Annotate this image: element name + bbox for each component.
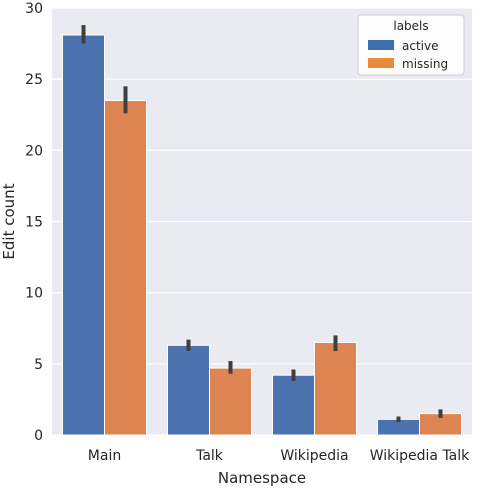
bar-missing-talk xyxy=(209,367,252,436)
bar-missing-main xyxy=(104,100,147,436)
x-axis-ticks: Main Talk Wikipedia Wikipedia Talk xyxy=(88,448,470,464)
legend: labels active missing xyxy=(357,14,465,76)
x-tick-label: Main xyxy=(88,448,121,464)
y-tick-label: 0 xyxy=(34,428,43,444)
y-axis-ticks: 0 5 10 15 20 25 30 xyxy=(25,1,43,444)
legend-label-missing: missing xyxy=(402,57,448,71)
y-axis-label: Edit count xyxy=(0,183,18,259)
x-axis-label: Namespace xyxy=(218,469,306,487)
x-tick-label: Talk xyxy=(195,448,224,464)
legend-swatch-active xyxy=(368,40,394,50)
y-tick-label: 15 xyxy=(25,215,43,231)
bar-active-wikipedia xyxy=(272,374,315,436)
y-tick-label: 20 xyxy=(25,143,43,159)
legend-swatch-missing xyxy=(368,58,394,68)
bar-active-talk xyxy=(167,344,210,436)
bar-missing-wikipedia xyxy=(314,341,357,436)
y-tick-label: 5 xyxy=(34,357,43,373)
legend-title: labels xyxy=(393,19,428,33)
y-tick-label: 30 xyxy=(25,1,43,17)
error-bars xyxy=(81,25,443,423)
bar-active-main xyxy=(62,34,105,436)
y-tick-label: 10 xyxy=(25,286,43,302)
x-tick-label: Wikipedia xyxy=(280,448,348,464)
legend-label-active: active xyxy=(402,39,438,53)
x-tick-label: Wikipedia Talk xyxy=(370,448,470,464)
y-tick-label: 25 xyxy=(25,72,43,88)
